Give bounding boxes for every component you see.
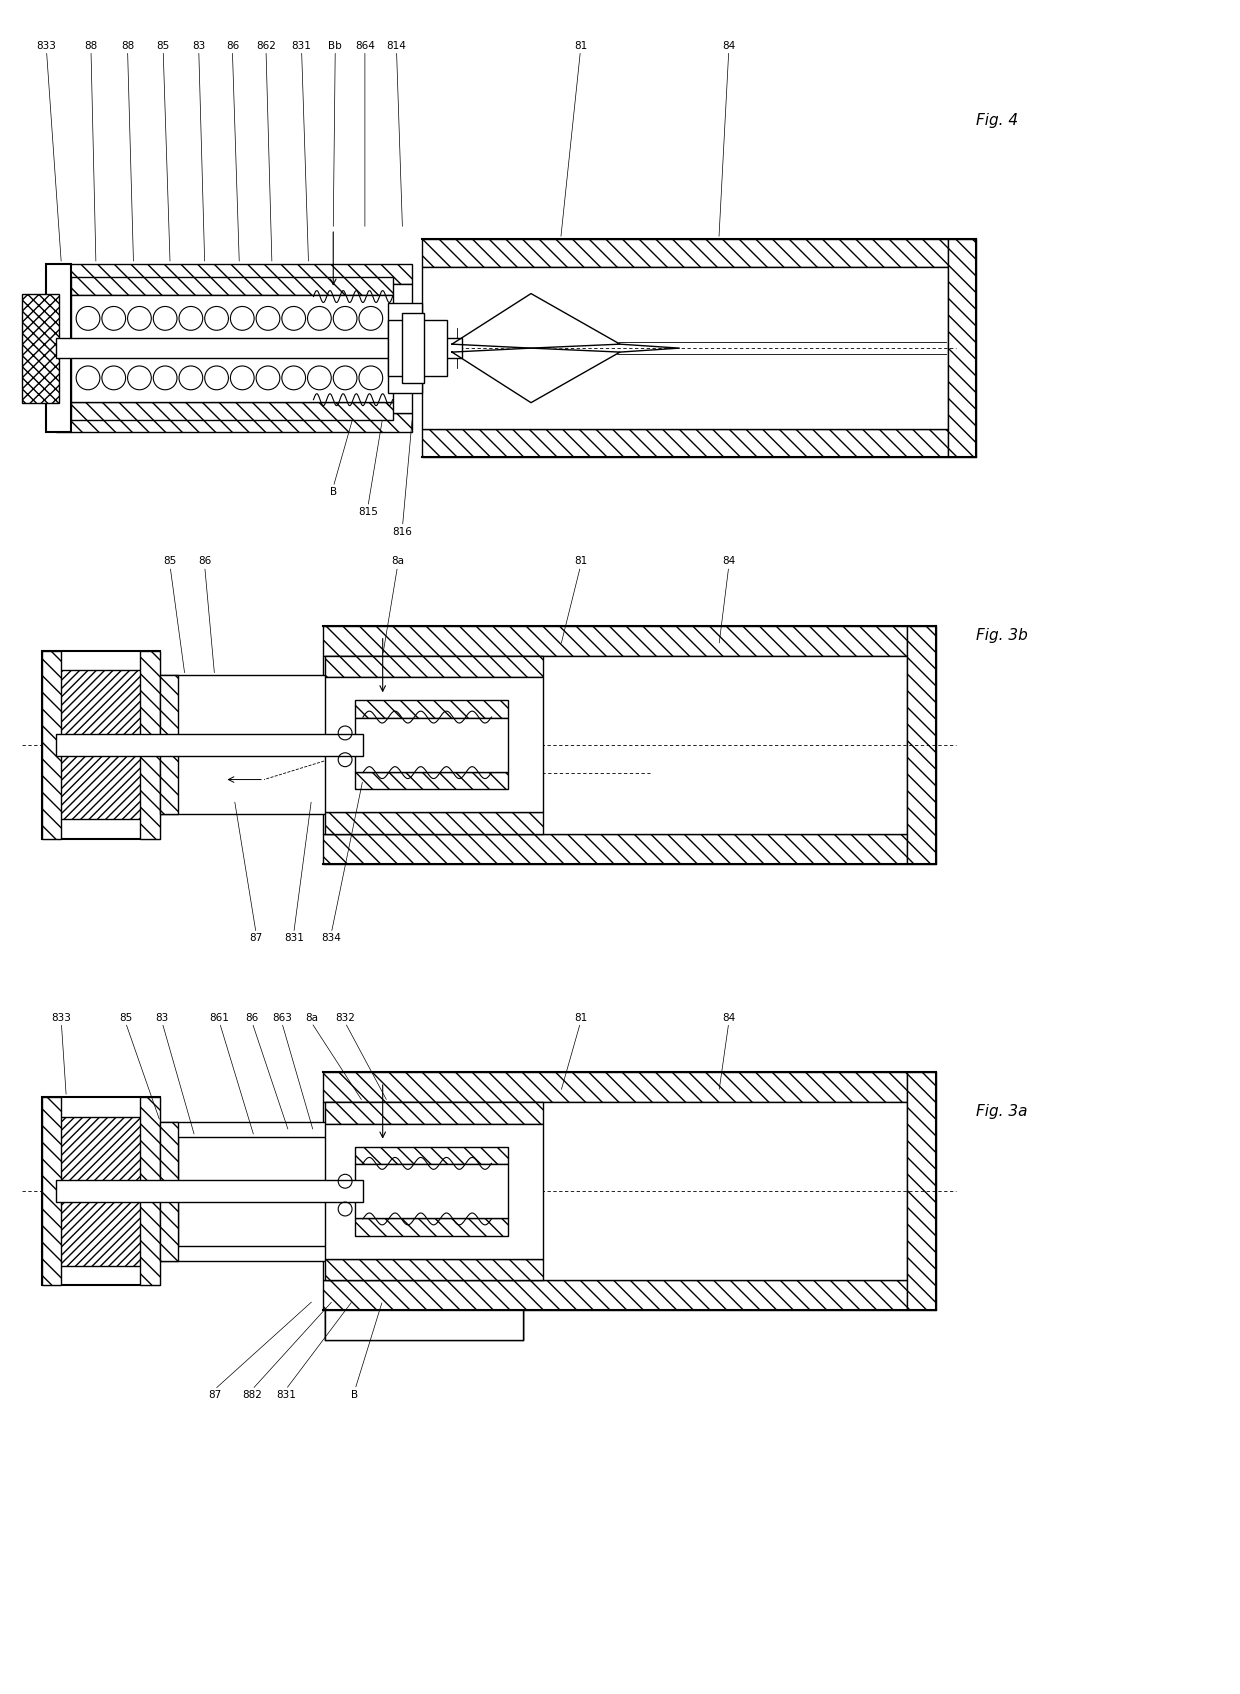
Bar — [56, 339, 461, 357]
Polygon shape — [451, 349, 620, 403]
Text: 831: 831 — [284, 933, 304, 944]
Text: 81: 81 — [574, 1013, 587, 1023]
Bar — [325, 1101, 543, 1123]
Text: 85: 85 — [164, 556, 177, 566]
Bar — [325, 813, 543, 833]
Text: Bb: Bb — [329, 41, 342, 51]
Text: 862: 862 — [257, 41, 277, 51]
Bar — [355, 718, 508, 772]
Bar — [324, 1101, 906, 1281]
Bar — [42, 1098, 61, 1286]
Bar — [56, 1116, 145, 1265]
Bar — [160, 676, 179, 815]
Bar — [22, 293, 60, 403]
Bar — [160, 1121, 329, 1260]
Bar — [56, 413, 413, 432]
Bar — [56, 734, 363, 756]
Text: 84: 84 — [722, 556, 735, 566]
Bar — [324, 833, 906, 864]
Bar — [388, 320, 446, 376]
Bar — [949, 239, 976, 457]
Text: 832: 832 — [335, 1013, 355, 1023]
Text: 8a: 8a — [305, 1013, 317, 1023]
Bar — [325, 1309, 523, 1340]
Text: 861: 861 — [210, 1013, 229, 1023]
Text: 88: 88 — [84, 41, 98, 51]
Bar — [71, 295, 393, 401]
Bar — [324, 1281, 906, 1309]
Text: 88: 88 — [122, 41, 134, 51]
Text: 86: 86 — [246, 1013, 259, 1023]
Text: 814: 814 — [387, 41, 407, 51]
Bar — [71, 276, 393, 295]
Bar — [423, 239, 949, 266]
Text: 84: 84 — [722, 41, 735, 51]
Text: Fig. 4: Fig. 4 — [976, 112, 1018, 127]
Bar — [160, 676, 329, 815]
Bar — [324, 656, 906, 833]
Bar — [324, 1072, 906, 1101]
Bar — [179, 1137, 329, 1245]
Text: 834: 834 — [321, 933, 341, 944]
Text: 86: 86 — [226, 41, 239, 51]
Text: 83: 83 — [155, 1013, 169, 1023]
Bar — [423, 430, 949, 457]
Text: 831: 831 — [291, 41, 311, 51]
Bar — [324, 625, 906, 656]
Text: 815: 815 — [358, 507, 378, 517]
Bar — [388, 303, 423, 393]
Text: Fig. 3b: Fig. 3b — [976, 628, 1028, 644]
Text: Fig. 3a: Fig. 3a — [976, 1104, 1028, 1120]
Bar — [160, 1121, 179, 1260]
Bar — [355, 1164, 508, 1218]
Bar — [423, 266, 949, 430]
Bar — [56, 264, 413, 283]
Bar — [355, 700, 508, 718]
Bar — [403, 313, 424, 383]
Bar — [355, 772, 508, 789]
Bar — [355, 1147, 508, 1164]
Bar — [355, 1218, 508, 1237]
Text: 85: 85 — [119, 1013, 133, 1023]
Bar — [140, 1098, 160, 1286]
Bar — [46, 264, 71, 432]
Bar — [71, 401, 393, 420]
Bar — [325, 1123, 543, 1259]
Bar — [325, 1259, 543, 1281]
Bar — [42, 650, 61, 839]
Text: 882: 882 — [242, 1389, 262, 1399]
Text: 8a: 8a — [391, 556, 404, 566]
Text: 83: 83 — [192, 41, 206, 51]
Bar — [325, 678, 543, 813]
Text: 81: 81 — [574, 556, 587, 566]
Text: 81: 81 — [574, 41, 587, 51]
Bar — [56, 283, 413, 413]
Bar — [140, 650, 160, 839]
Text: B: B — [330, 486, 337, 496]
Text: 85: 85 — [156, 41, 170, 51]
Text: 831: 831 — [275, 1389, 295, 1399]
Text: 863: 863 — [272, 1013, 291, 1023]
Text: 833: 833 — [36, 41, 57, 51]
Bar — [56, 1181, 363, 1203]
Text: 816: 816 — [393, 527, 413, 537]
Bar — [325, 1309, 523, 1340]
Bar — [42, 650, 160, 839]
Bar — [325, 656, 543, 678]
Text: 87: 87 — [249, 933, 263, 944]
Bar — [906, 1072, 936, 1309]
Text: 84: 84 — [722, 1013, 735, 1023]
Text: 833: 833 — [51, 1013, 71, 1023]
Bar — [56, 671, 145, 820]
Text: 87: 87 — [208, 1389, 221, 1399]
Polygon shape — [451, 293, 620, 349]
Text: 86: 86 — [198, 556, 211, 566]
Bar — [906, 625, 936, 864]
Text: 864: 864 — [355, 41, 374, 51]
Bar — [42, 1098, 160, 1286]
Text: B: B — [351, 1389, 358, 1399]
